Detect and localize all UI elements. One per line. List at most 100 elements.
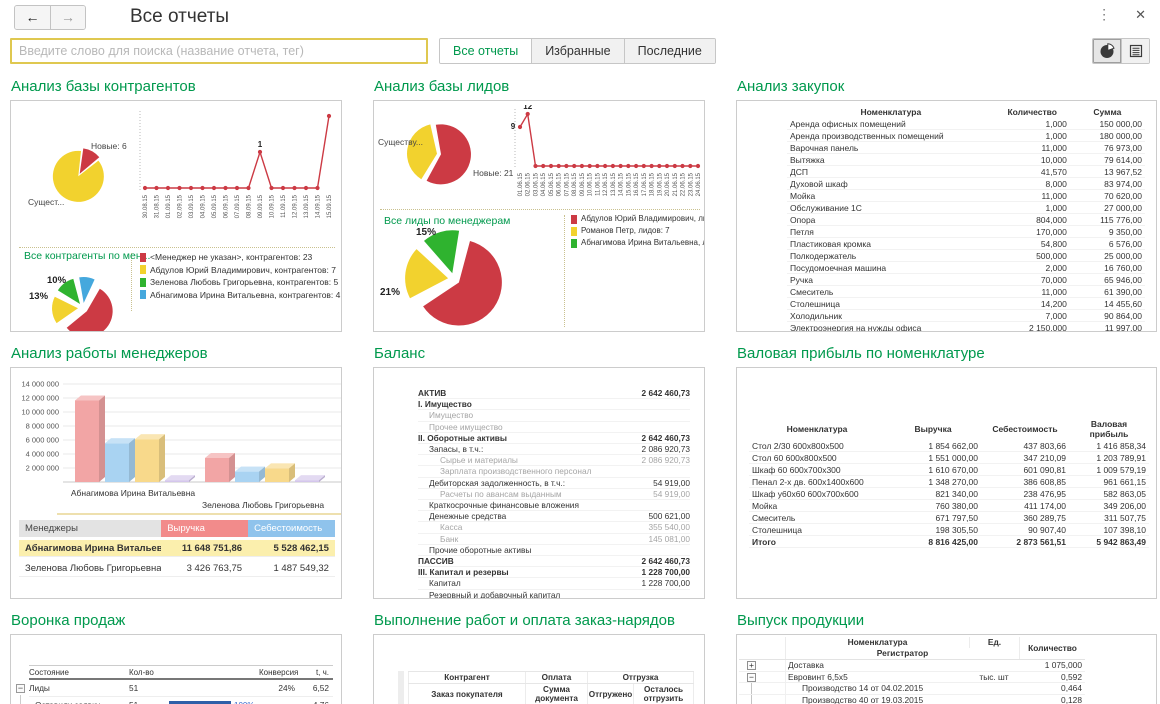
svg-text:01.06.15: 01.06.15 <box>518 172 524 196</box>
report-title-gross-profit[interactable]: Валовая прибыль по номенклатуре <box>737 345 985 362</box>
balance-item-value: 2 086 920,73 <box>641 444 690 455</box>
managers-bar-chart: 14 000 000 12 000 000 10 000 000 8 000 000 6… <box>21 380 341 515</box>
svg-text:05.06.15: 05.06.15 <box>549 172 555 196</box>
balance-item-value: 1 228 700,00 <box>641 578 690 589</box>
report-title-leads[interactable]: Анализ базы лидов <box>374 78 510 95</box>
new-counterparties-pie-chart <box>52 148 104 202</box>
balance-row: АКТИВ 2 642 460,73 <box>418 388 690 400</box>
report-preview-managers[interactable]: 14 000 000 12 000 000 10 000 000 8 000 000 6… <box>10 367 342 599</box>
table-cell: Зеленова Любовь Григорьевна <box>19 560 162 577</box>
table-row: Абнагимова Ирина Витальевна 11 648 751,86… <box>19 540 335 557</box>
balance-row: Капитал 1 228 700,00 <box>418 578 690 590</box>
svg-text:Абнагимова Ирина Витальевна: Абнагимова Ирина Витальевна <box>71 488 196 498</box>
managers-pie-chart <box>405 230 502 326</box>
funnel-bar-track <box>169 700 231 704</box>
table-cell: 10,000 <box>994 153 1070 166</box>
toolbar: Все отчеты Избранные Последние <box>0 34 1160 64</box>
svg-text:14 000 000: 14 000 000 <box>21 380 59 389</box>
more-menu-icon[interactable]: ⋮ <box>1097 6 1112 22</box>
table-cell: 804,000 <box>994 213 1070 226</box>
column-header: t, ч. <box>315 667 329 677</box>
svg-text:19.06.15: 19.06.15 <box>657 172 663 196</box>
funnel-state: Оставили заявку <box>29 700 129 704</box>
table-cell: Петля <box>787 225 995 238</box>
table-cell: Шкаф у60x60 600x700x600 <box>749 487 885 500</box>
counterparties-line-chart: 1 30.08.15 31.08.15 01.09.15 02.09.15 03.09.1… <box>139 111 333 218</box>
table-cell: 1 854 662,00 <box>885 440 981 452</box>
table-cell: Духовой шкаф <box>787 177 995 190</box>
report-title-managers[interactable]: Анализ работы менеджеров <box>11 345 208 362</box>
balance-item-name: Зарплата производственного персонал <box>440 466 592 477</box>
back-button[interactable]: ← <box>15 5 50 29</box>
column-header: Менеджеры <box>19 520 162 537</box>
window-controls: ⋮ ✕ <box>1097 6 1146 23</box>
table-cell: 1,000 <box>994 201 1070 214</box>
row-name: Производство 40 от 19.03.2015 <box>785 694 969 704</box>
report-preview-counterparties[interactable]: Новые: 6 Сущест... 1 30.08.15 31.08.15 01.0… <box>10 100 342 332</box>
svg-text:06.06.15: 06.06.15 <box>557 172 563 196</box>
forward-button[interactable]: → <box>50 5 85 29</box>
report-preview-balance[interactable]: АКТИВ 2 642 460,73 I. Имущество Имущество Пр… <box>373 367 705 599</box>
column-header: Себестоимость <box>992 424 1058 434</box>
table-cell: Пластиковая кромка <box>787 237 995 250</box>
tiles-view-button[interactable] <box>1093 39 1121 63</box>
legend-item: Зеленова Любовь Григорьевна, контрагенто… <box>140 277 340 287</box>
table-cell: 79 614,00 <box>1069 153 1145 166</box>
filter-favorites[interactable]: Избранные <box>532 39 625 63</box>
funnel-conversion: 24% <box>278 683 295 693</box>
balance-item-value: 500 621,00 <box>648 511 690 522</box>
report-cell-leads: Анализ базы лидов Существу... Новые: 21 … <box>373 78 705 332</box>
report-title-production[interactable]: Выпуск продукции <box>737 612 865 629</box>
balance-item-value: 1 228 700,00 <box>641 567 690 578</box>
list-view-button[interactable] <box>1121 39 1149 63</box>
svg-text:01.09.15: 01.09.15 <box>166 194 172 218</box>
report-preview-production[interactable]: Номенклатура Ед. Количество Регистратор … <box>736 634 1157 704</box>
divider <box>564 215 565 327</box>
column-header: Заказ покупателя <box>408 684 526 704</box>
report-title-work-orders[interactable]: Выполнение работ и оплата заказ-нарядов <box>374 612 675 629</box>
managers-pie-chart <box>52 277 113 331</box>
table-cell: 115 776,00 <box>1069 213 1145 226</box>
report-title-counterparties[interactable]: Анализ базы контрагентов <box>11 78 196 95</box>
report-preview-funnel[interactable]: − Состояние Кол-во Конверсия t, ч. Лиды … <box>10 634 342 704</box>
svg-text:09.09.15: 09.09.15 <box>258 194 264 218</box>
table-cell: 360 289,75 <box>981 511 1069 524</box>
balance-item-name: АКТИВ <box>418 388 447 398</box>
report-preview-leads[interactable]: Существу... Новые: 21 9 12 01.06.15 02.06.1… <box>373 100 705 332</box>
report-preview-purchases[interactable]: Номенклатура Количество Сумма Аренда офисны… <box>736 100 1157 332</box>
balance-item-name: I. Имущество <box>418 399 472 410</box>
balance-row: Сырье и материалы 2 086 920,73 <box>418 455 690 467</box>
svg-text:03.09.15: 03.09.15 <box>189 194 195 218</box>
column-header: Ед. <box>969 637 1019 648</box>
funnel-row: Оставили заявку 51 100% 4,76 <box>29 697 333 704</box>
expand-icon[interactable]: + <box>747 661 756 670</box>
balance-item-name: Прочее имущество <box>429 421 503 432</box>
column-header: Выручка <box>914 424 952 434</box>
report-title-funnel[interactable]: Воронка продаж <box>11 612 126 629</box>
table-cell: 1,000 <box>994 118 1070 130</box>
balance-item-name: Капитал <box>429 578 461 589</box>
svg-text:11.06.15: 11.06.15 <box>595 172 601 196</box>
table-cell: 1 487 549,32 <box>248 560 335 577</box>
table-cell: 198 305,50 <box>885 523 981 536</box>
pie-percent-label: 13% <box>29 291 49 302</box>
report-preview-gross-profit[interactable]: Номенклатура Выручка Себестоимость Валовая … <box>736 367 1157 599</box>
report-title-purchases[interactable]: Анализ закупок <box>737 78 845 95</box>
report-preview-work-orders[interactable]: Контрагент Оплата Отгрузка Заказ покупат… <box>373 634 705 704</box>
legend-item: <Менеджер не указан>, контрагентов: 23 <box>140 252 340 262</box>
table-cell: Стол 2/30 600x800x500 <box>749 440 885 452</box>
table-cell: Опора <box>787 213 995 226</box>
close-icon[interactable]: ✕ <box>1135 6 1146 22</box>
table-cell: Варочная панель <box>787 141 995 154</box>
report-title-balance[interactable]: Баланс <box>374 345 426 362</box>
collapse-toggle-icon[interactable]: − <box>16 683 25 693</box>
table-row: Пенал 2-х дв. 600x1400x600 1 348 270,00 38… <box>749 475 1149 488</box>
table-cell: 386 608,85 <box>981 475 1069 488</box>
new-leads-pie-chart <box>407 124 471 185</box>
filter-all-reports[interactable]: Все отчеты <box>440 39 533 63</box>
search-input[interactable] <box>10 38 428 64</box>
filter-recent[interactable]: Последние <box>624 39 715 63</box>
collapse-icon[interactable]: − <box>747 672 756 682</box>
column-header: Состояние <box>29 667 69 677</box>
